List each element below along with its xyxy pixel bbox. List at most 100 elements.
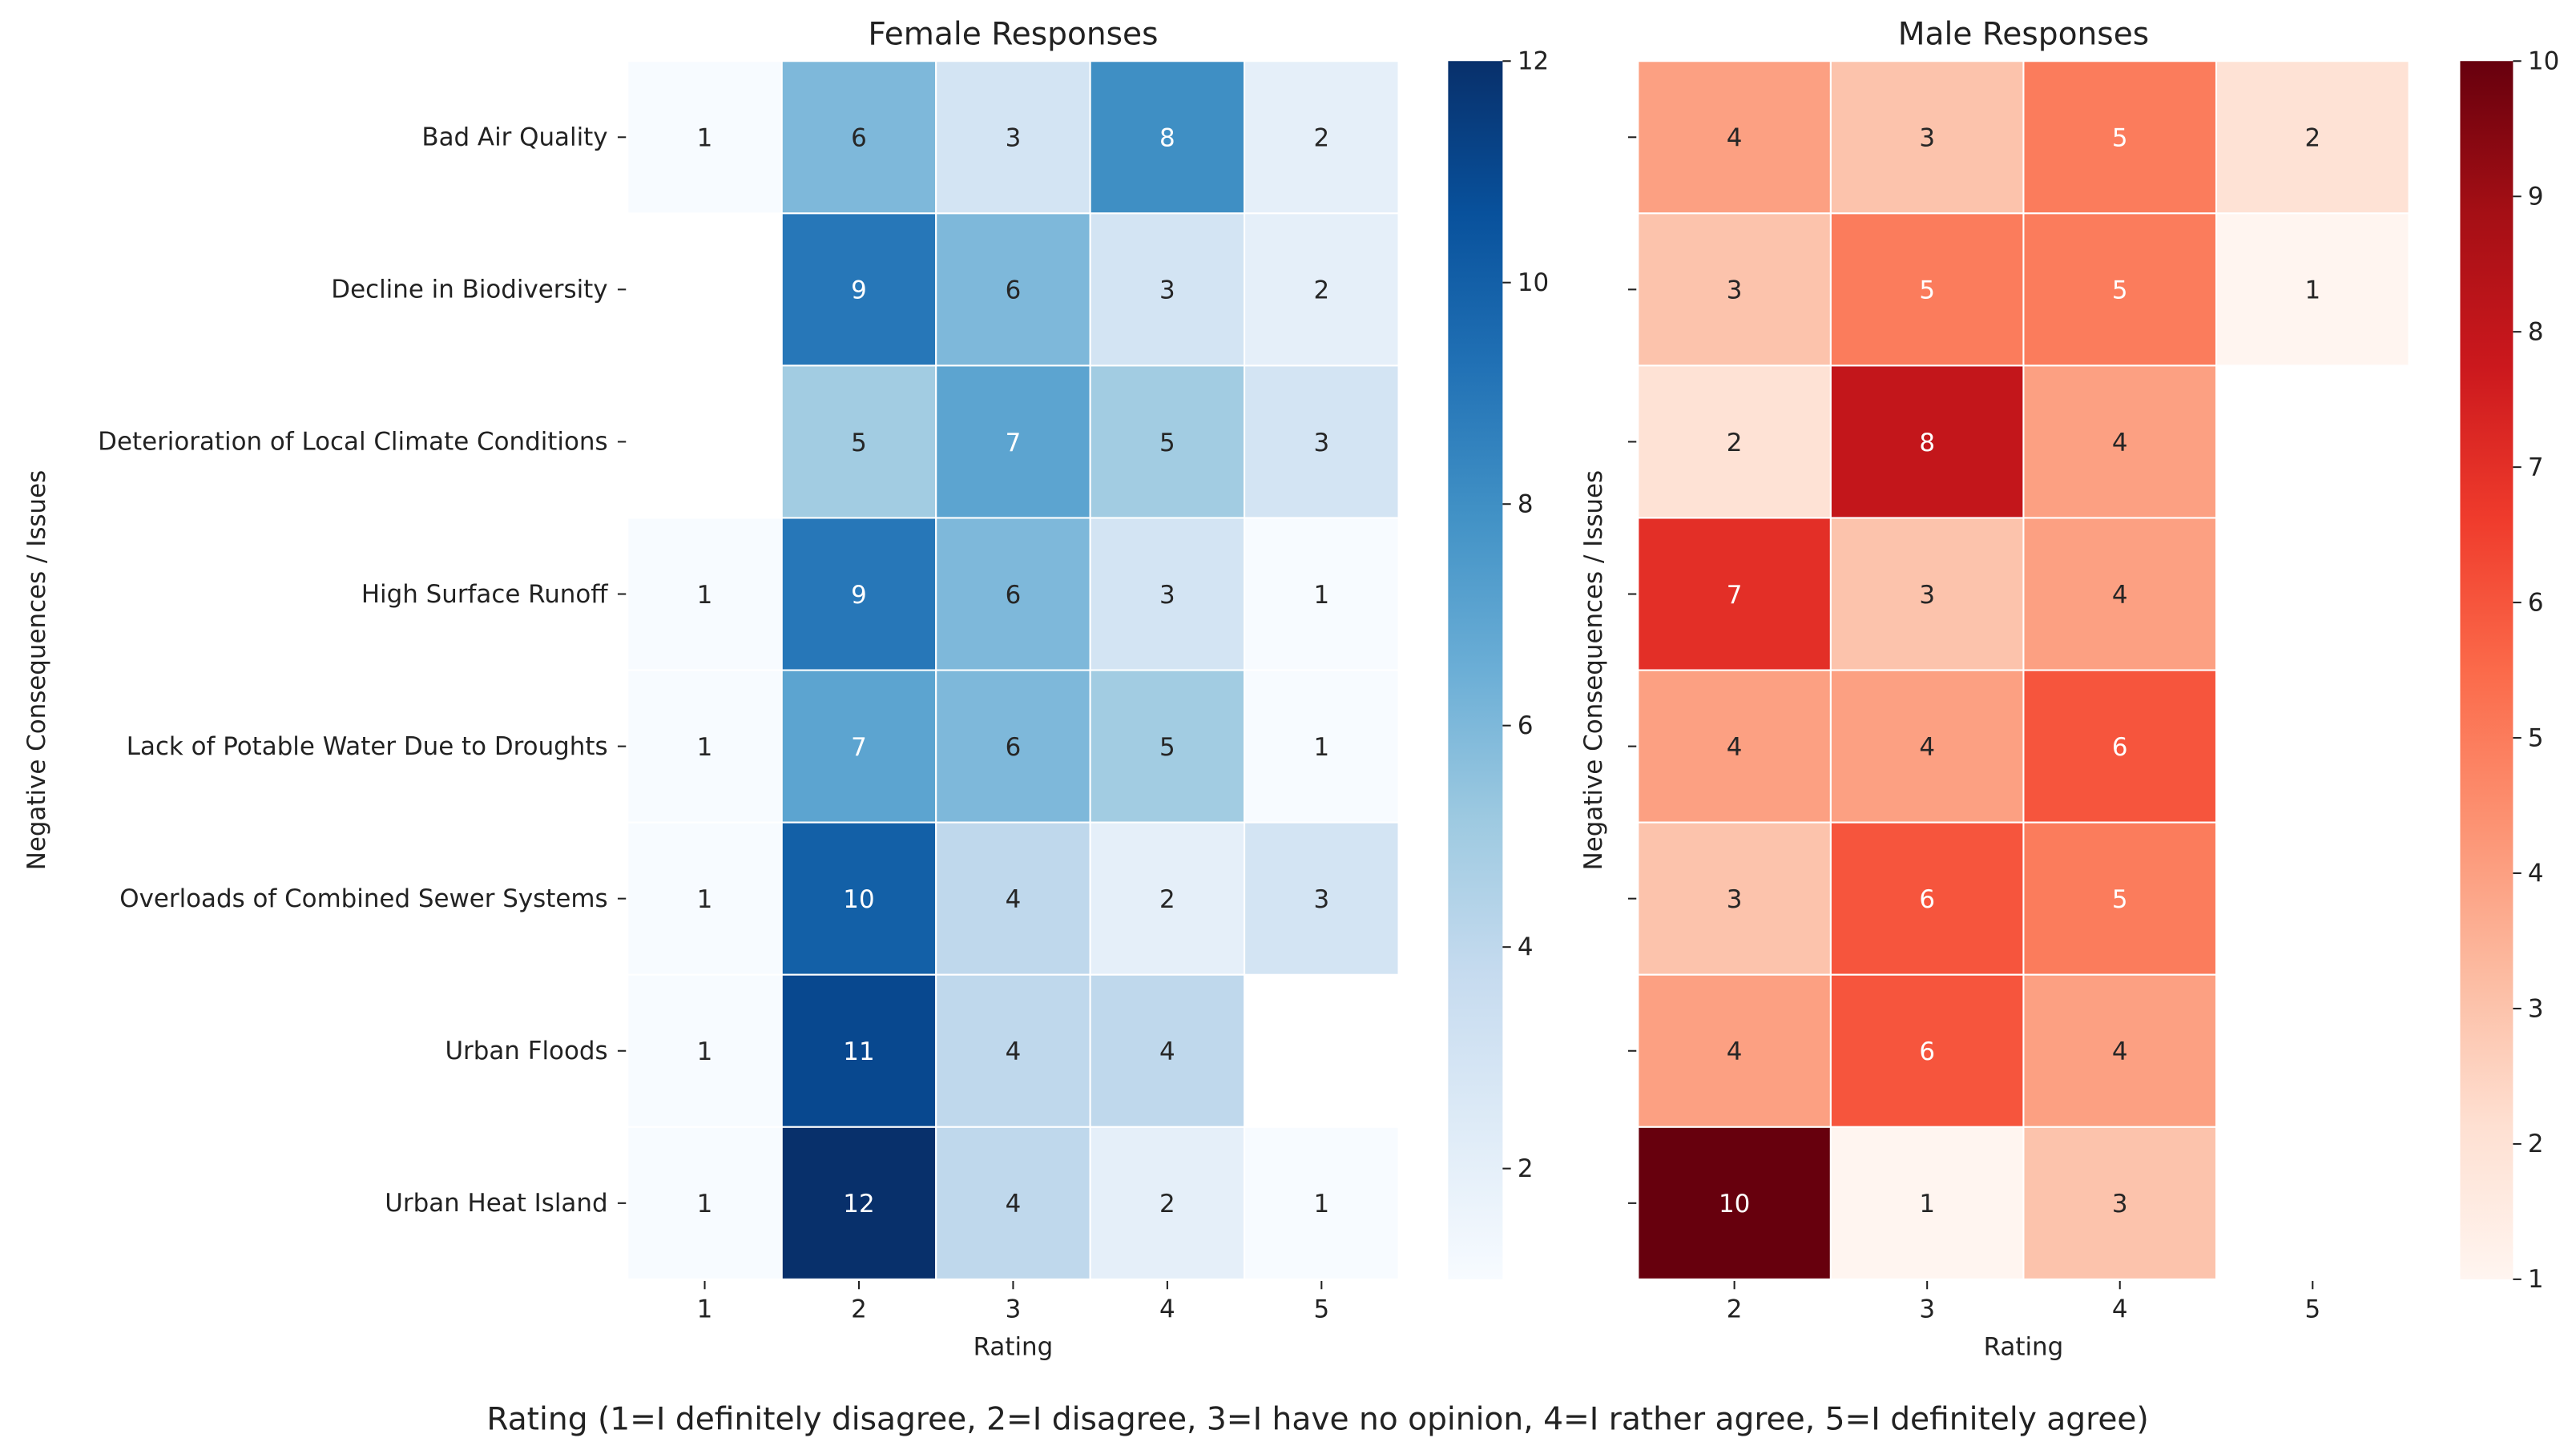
heatmap-cell [1244,1126,1400,1280]
cell-value-label: 5 [851,429,867,457]
heatmap-cell [935,973,1091,1128]
heatmap-panel-female: Female Responses 1 6 3 8 2 Bad Air Quality 9 6 3 2… [22,17,1549,1362]
cell-value-label: 4 [1006,1190,1022,1218]
heatmap-cell [935,517,1091,671]
heatmap-cell [2022,669,2218,824]
y-tick-label: Decline in Biodiversity [331,276,607,304]
heatmap-cell [1637,365,1832,519]
heatmap-cell [935,365,1091,519]
cell-value-label: 1 [697,124,713,153]
y-tick-label: Overloads of Combined Sewer Systems [119,884,607,913]
heatmap-cell [1089,821,1246,976]
cell-value-label: 4 [2112,429,2128,457]
cell-value-label: 10 [843,885,874,914]
heatmap-cell [627,60,783,215]
cell-value-label: 3 [1314,429,1330,457]
heatmap-cell [1244,821,1400,976]
heatmap-cell [1244,212,1400,367]
colorbar-tick-label: 9 [2528,183,2544,211]
heatmap-cell [2022,365,2218,519]
heatmap-cell [1089,973,1246,1128]
heatmap-cell [780,60,937,215]
heatmap-cell [2215,60,2410,215]
y-tick-label: Lack of Potable Water Due to Droughts [127,732,608,761]
heatmap-cell [1637,1126,1832,1280]
cell-value-label: 4 [1727,124,1743,153]
cell-value-label: 1 [697,885,713,914]
cell-value-label: 1 [2304,276,2320,305]
heatmap-cell [2022,973,2218,1128]
cell-value-label: 3 [1159,581,1175,610]
colorbar-tick-label: 7 [2528,453,2544,481]
cell-value-label: 6 [1006,581,1022,610]
colorbar-tick-label: 1 [2528,1265,2544,1294]
colorbar [1448,61,1503,1279]
cell-value-label: 4 [1006,885,1022,914]
cell-value-label: 10 [1719,1190,1750,1218]
cell-value-label: 1 [697,1190,713,1218]
cell-value-label: 8 [1919,429,1935,457]
cell-value-label: 5 [1919,276,1935,305]
cell-value-label: 6 [1006,276,1022,305]
cell-value-label: 1 [697,581,713,610]
cell-value-label: 4 [2112,581,2128,610]
cell-value-label: 6 [2112,733,2128,762]
colorbar [2460,61,2514,1279]
y-tick-label: Deterioration of Local Climate Condition… [98,428,607,457]
y-axis-label: Negative Consequences / Issues [22,470,51,870]
heatmap-cell [2022,821,2218,976]
panel-title: Female Responses [868,17,1158,53]
y-tick-label: Bad Air Quality [421,123,607,152]
cell-value-label: 3 [1314,885,1330,914]
cell-value-label: 1 [697,1037,713,1066]
cell-value-label: 6 [851,124,867,153]
heatmap-cell [935,60,1091,215]
heatmap-cell [780,821,937,976]
cell-value-label: 2 [1314,124,1330,153]
cell-value-label: 11 [843,1037,874,1066]
x-tick-label: 2 [1727,1295,1743,1323]
heatmap-cell [1089,212,1246,367]
x-axis-label: Rating [974,1333,1054,1362]
heatmap-cell [627,669,783,824]
heatmap-cell [1637,669,1832,824]
cell-value-label: 3 [1159,276,1175,305]
heatmap-cell [1637,821,1832,976]
x-axis-label: Rating [1984,1333,2064,1362]
cell-value-label: 5 [2112,276,2128,305]
colorbar-tick-label: 2 [1518,1154,1534,1183]
heatmap-cell [2022,212,2218,367]
colorbar-tick-label: 6 [1518,711,1534,740]
heatmap-cell [1829,517,2025,671]
heatmap-cell [780,973,937,1128]
heatmap-cell [780,669,937,824]
x-tick-label: 1 [697,1295,713,1323]
cell-value-label: 6 [1919,1037,1935,1066]
heatmap-cell [935,821,1091,976]
x-tick-label: 4 [2112,1295,2128,1323]
colorbar-tick-label: 4 [1518,932,1534,961]
cell-value-label: 9 [851,276,867,305]
cell-value-label: 1 [697,733,713,762]
heatmap-cell [1244,60,1400,215]
heatmap-cell [1829,212,2025,367]
cell-value-label: 4 [1159,1037,1175,1066]
figure-caption: Rating (1=I definitely disagree, 2=I dis… [486,1401,2148,1437]
cell-value-label: 2 [1159,1190,1175,1218]
heatmap-cell [1089,365,1246,519]
cell-value-label: 2 [2304,124,2320,153]
colorbar-tick-label: 10 [2528,47,2559,76]
cell-value-label: 7 [1727,581,1743,610]
cell-value-label: 4 [1006,1037,1022,1066]
cell-value-label: 9 [851,581,867,610]
cell-value-label: 4 [2112,1037,2128,1066]
y-tick-label: High Surface Runoff [361,580,608,609]
heatmap-cell [2215,212,2410,367]
cell-value-label: 5 [2112,885,2128,914]
heatmap-cell [1089,60,1246,215]
heatmap-cell [935,1126,1091,1280]
heatmap-cell [780,212,937,367]
cell-value-label: 4 [1919,733,1935,762]
cell-value-label: 3 [2112,1190,2128,1218]
